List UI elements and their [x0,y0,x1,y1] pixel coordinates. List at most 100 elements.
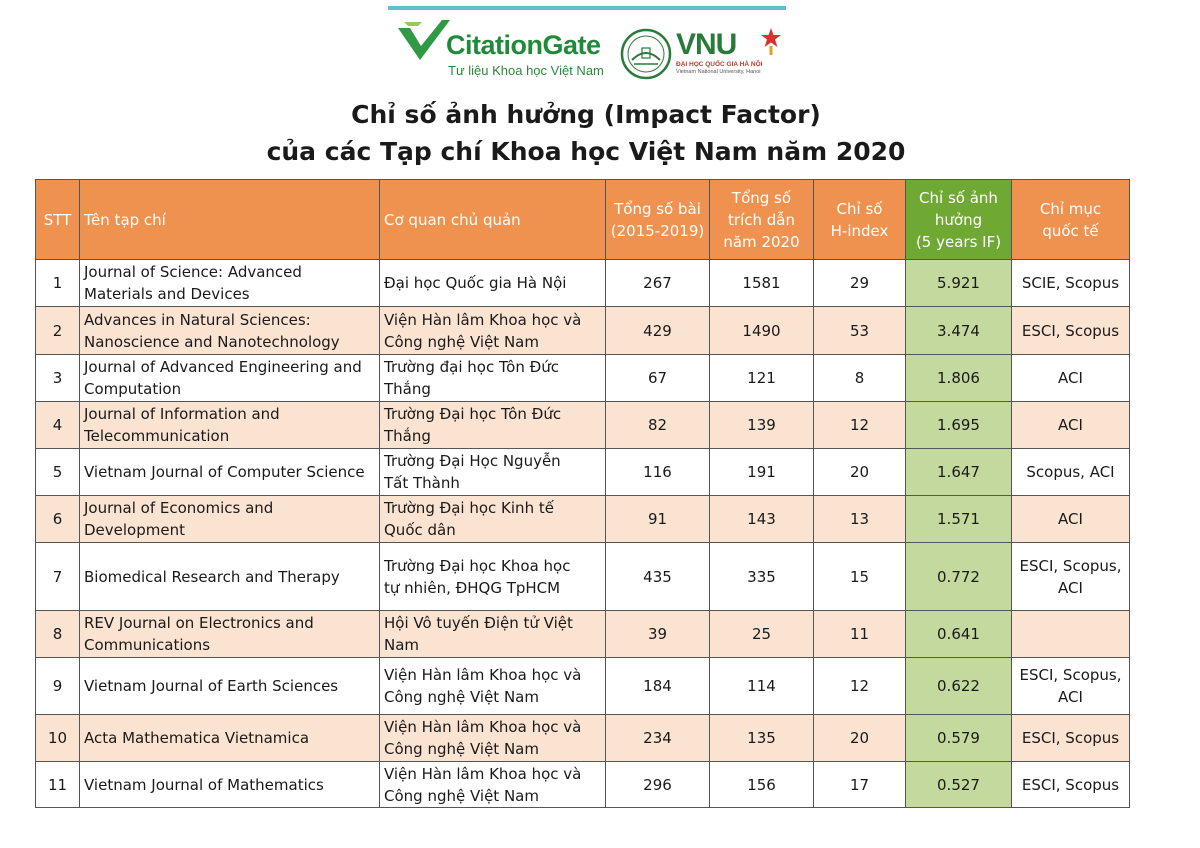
cell-citations: 156 [709,761,814,808]
cell-citations: 335 [709,542,814,611]
cell-citations: 1490 [709,306,814,355]
cell-stt: 3 [35,354,80,402]
cell-journal-name: Biomedical Research and Therapy [79,542,380,611]
header-articles: Tổng số bài (2015-2019) [605,179,710,260]
cell-h-index: 13 [813,495,906,543]
cell-journal-name: Vietnam Journal of Computer Science [79,448,380,496]
cell-articles: 296 [605,761,710,808]
header-name: Tên tạp chí [79,179,380,260]
citationgate-logo: CitationGate Tư liệu Khoa học Việt Nam [396,16,610,80]
cell-journal-name: Journal of Science: Advanced Materials an… [79,259,380,307]
cell-stt: 7 [35,542,80,611]
header-index: Chỉ mục quốc tế [1011,179,1130,260]
cell-impact-factor: 3.474 [905,306,1012,355]
cell-articles: 67 [605,354,710,402]
top-accent-line [388,6,786,10]
cell-stt: 6 [35,495,80,543]
cell-organization: Hội Vô tuyến Điện tử Việt Nam [379,610,606,658]
cell-articles: 184 [605,657,710,715]
table-row: 3 Journal of Advanced Engineering and Comp… [35,354,1130,402]
cell-impact-factor: 1.571 [905,495,1012,543]
cell-index: Scopus, ACI [1011,448,1130,496]
cell-stt: 11 [35,761,80,808]
page-title: Chỉ số ảnh hưởng (Impact Factor) của các… [0,96,1172,170]
cell-stt: 10 [35,714,80,762]
cell-journal-name: Journal of Economics and Development [79,495,380,543]
cell-citations: 135 [709,714,814,762]
cell-organization: Viện Hàn lâm Khoa học và Công nghệ Việt N… [379,761,606,808]
cell-journal-name: REV Journal on Electronics and Communicat… [79,610,380,658]
star-icon [761,28,781,55]
cell-organization: Trường Đại học Khoa học tự nhiên, ĐHQG Tp… [379,542,606,611]
cell-journal-name: Advances in Natural Sciences: Nanoscience… [79,306,380,355]
cell-h-index: 15 [813,542,906,611]
cell-citations: 114 [709,657,814,715]
cell-index: ESCI, Scopus [1011,714,1130,762]
cell-stt: 9 [35,657,80,715]
cell-articles: 91 [605,495,710,543]
cell-stt: 8 [35,610,80,658]
title-line-1: Chỉ số ảnh hưởng (Impact Factor) [351,100,821,129]
table-row: 1 Journal of Science: Advanced Materials a… [35,259,1130,307]
cell-h-index: 53 [813,306,906,355]
cell-impact-factor: 1.806 [905,354,1012,402]
cell-stt: 1 [35,259,80,307]
citationgate-tagline: Tư liệu Khoa học Việt Nam [448,63,604,78]
vnu-subtitle-en: Vietnam National University, Hanoi [676,69,761,75]
cell-h-index: 12 [813,657,906,715]
cell-journal-name: Vietnam Journal of Earth Sciences [79,657,380,715]
cell-h-index: 20 [813,714,906,762]
cell-index: ACI [1011,354,1130,402]
table-row: 6 Journal of Economics and Development Trườ… [35,495,1130,543]
cell-stt: 4 [35,401,80,449]
cell-index: SCIE, Scopus [1011,259,1130,307]
cell-citations: 191 [709,448,814,496]
cell-h-index: 29 [813,259,906,307]
cell-impact-factor: 1.695 [905,401,1012,449]
table-row: 2 Advances in Natural Sciences: Nanoscienc… [35,306,1130,355]
cell-articles: 82 [605,401,710,449]
cell-h-index: 11 [813,610,906,658]
vnu-logo: VNU ĐẠI HỌC QUỐC GIA HÀ NỘI Vietnam Nati… [620,24,790,82]
table-row: 10 Acta Mathematica Vietnamica Viện Hàn lâ… [35,714,1130,762]
checkmark-icon [398,20,450,60]
cell-organization: Trường Đại Học Nguyễn Tất Thành [379,448,606,496]
cell-organization: Đại học Quốc gia Hà Nội [379,259,606,307]
cell-impact-factor: 0.579 [905,714,1012,762]
cell-articles: 39 [605,610,710,658]
cell-impact-factor: 0.527 [905,761,1012,808]
cell-impact-factor: 0.772 [905,542,1012,611]
table-row: 8 REV Journal on Electronics and Communica… [35,610,1130,658]
header-stt: STT [35,179,80,260]
table-row: 9 Vietnam Journal of Earth Sciences Viện H… [35,657,1130,715]
table-row: 5 Vietnam Journal of Computer Science Trườ… [35,448,1130,496]
cell-h-index: 8 [813,354,906,402]
cell-stt: 5 [35,448,80,496]
cell-journal-name: Journal of Advanced Engineering and Compu… [79,354,380,402]
header-org: Cơ quan chủ quản [379,179,606,260]
header-h-index: Chỉ số H-index [813,179,906,260]
table-row: 4 Journal of Information and Telecommunica… [35,401,1130,449]
cell-h-index: 20 [813,448,906,496]
cell-index: ESCI, Scopus, ACI [1011,542,1130,611]
table-row: 11 Vietnam Journal of Mathematics Viện Hàn… [35,761,1130,808]
cell-organization: Trường Đại học Tôn Đức Thắng [379,401,606,449]
vnu-subtitle-vn: ĐẠI HỌC QUỐC GIA HÀ NỘI [676,61,763,68]
cell-index: ESCI, Scopus [1011,306,1130,355]
cell-impact-factor: 0.641 [905,610,1012,658]
cell-articles: 435 [605,542,710,611]
cell-organization: Trường đại học Tôn Đức Thắng [379,354,606,402]
cell-index: ACI [1011,401,1130,449]
cell-organization: Trường Đại học Kinh tế Quốc dân [379,495,606,543]
cell-journal-name: Vietnam Journal of Mathematics [79,761,380,808]
cell-stt: 2 [35,306,80,355]
cell-organization: Viện Hàn lâm Khoa học và Công nghệ Việt N… [379,657,606,715]
cell-impact-factor: 5.921 [905,259,1012,307]
table-row: 7 Biomedical Research and Therapy Trường Đ… [35,542,1130,611]
cell-index: ESCI, Scopus, ACI [1011,657,1130,715]
vnu-seal-icon [620,28,672,80]
header-citations: Tổng số trích dẫn năm 2020 [709,179,814,260]
cell-impact-factor: 0.622 [905,657,1012,715]
cell-citations: 139 [709,401,814,449]
cell-articles: 267 [605,259,710,307]
